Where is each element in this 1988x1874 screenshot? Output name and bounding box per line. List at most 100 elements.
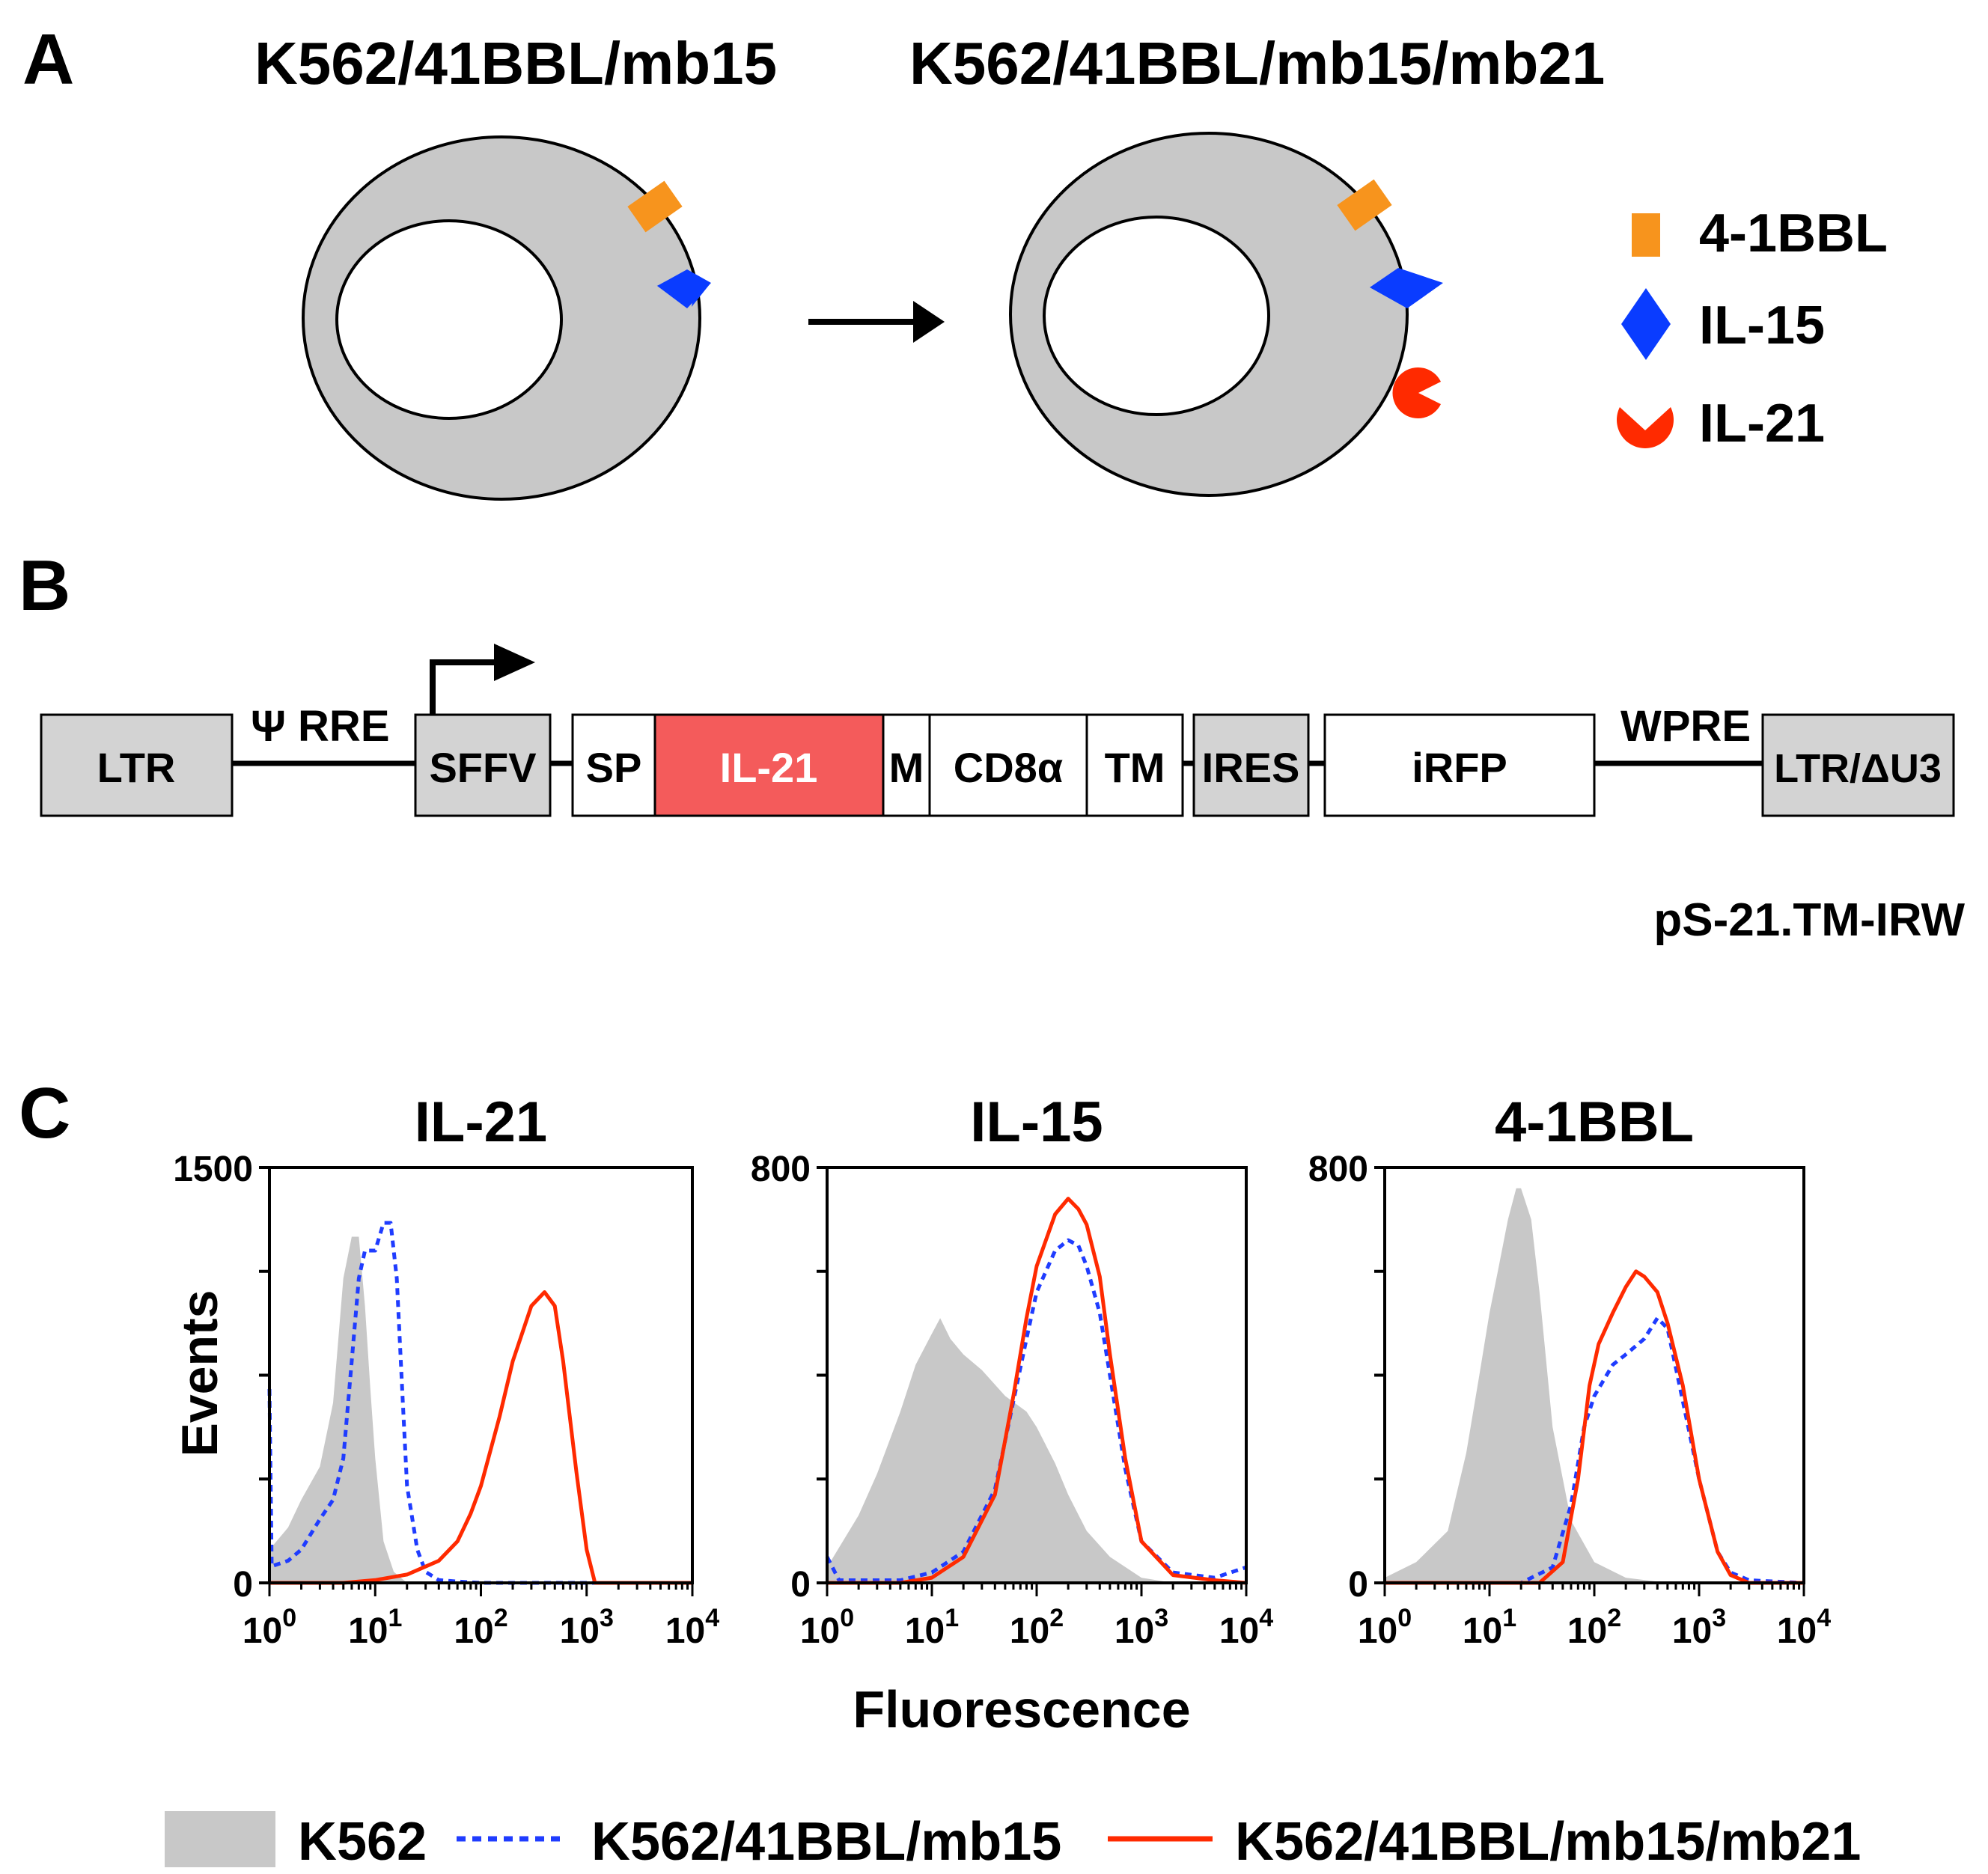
- legend-il-21-icon: [1617, 407, 1674, 448]
- element-box: [653, 713, 885, 817]
- construct-name: pS-21.TM-IRW: [1653, 894, 1965, 946]
- chart-il-15: IL-15 0 800 100 101 102 103 104: [751, 1090, 1273, 1651]
- x-tick-label: 102: [1567, 1604, 1621, 1651]
- psi-rre-label: Ψ RRE: [251, 702, 390, 751]
- x-tick-label: 101: [1463, 1604, 1516, 1651]
- histogram-charts: IL-21 0 1500 100 101 102 103 104 IL-15 0 800 100 101…: [173, 1090, 1831, 1651]
- x-tick-label: 102: [1010, 1604, 1064, 1651]
- cell-nucleus: [335, 219, 563, 420]
- series-k562-41bbl-mb15-mb21: [827, 1197, 1247, 1585]
- element-box: [1192, 713, 1310, 817]
- series-k562: [1385, 1188, 1804, 1583]
- y-tick-label: 1500: [173, 1150, 253, 1189]
- series-k562: [827, 1318, 1246, 1583]
- element-sffv: SFFV: [414, 713, 552, 817]
- element-box: [1323, 713, 1596, 817]
- element-label: IL-21: [720, 744, 818, 791]
- il-15-marker-icon: [1370, 268, 1443, 308]
- cell-left: [302, 135, 711, 501]
- element-box: [928, 713, 1088, 817]
- legend-mb21-label: K562/41BBL/mb15/mb21: [1235, 1812, 1861, 1872]
- panel-c-letter: C: [19, 1073, 70, 1153]
- il-21-marker-icon: [1392, 367, 1441, 418]
- 4-1bbl-marker-icon: [627, 180, 683, 233]
- right-cell-title: K562/41BBL/mb15/mb21: [909, 30, 1605, 97]
- element-label: SFFV: [429, 744, 536, 791]
- x-tick-label: 103: [1115, 1604, 1168, 1651]
- chart-title: 4-1BBL: [1495, 1090, 1694, 1154]
- promoter-arrowhead-icon: [494, 644, 535, 681]
- series-k562-41bbl-mb15: [1385, 1316, 1805, 1585]
- element-label: TM: [1105, 744, 1165, 791]
- element-label: CD8α: [954, 744, 1063, 791]
- element-m: M: [882, 713, 931, 817]
- legend-il-15-label: IL-15: [1699, 296, 1825, 355]
- series-k562-41bbl-mb15-mb21: [1385, 1269, 1804, 1585]
- x-tick-label: 103: [1672, 1604, 1726, 1651]
- legend-k562-swatch: [165, 1811, 275, 1867]
- y-tick-label: 800: [1308, 1150, 1368, 1189]
- y-tick-label: 0: [1348, 1565, 1368, 1605]
- element-label: LTR/ΔU3: [1774, 746, 1942, 791]
- x-tick-label: 104: [1219, 1604, 1273, 1651]
- x-tick-label: 100: [1358, 1604, 1412, 1651]
- series-k562: [269, 1236, 407, 1583]
- x-tick-label: 104: [1777, 1604, 1831, 1651]
- 4-1bbl-marker-icon: [1337, 179, 1392, 231]
- y-tick-label: 800: [751, 1150, 811, 1189]
- chart-4-1bbl: 4-1BBL 0 800 100 101 102 103 104: [1308, 1090, 1831, 1651]
- element-label: iRFP: [1412, 744, 1507, 791]
- il-15-marker-fill: [657, 269, 711, 308]
- x-tick-label: 101: [348, 1604, 402, 1651]
- element-sp: SP: [571, 713, 656, 817]
- x-tick-label: 101: [905, 1604, 959, 1651]
- legend-4-1bbl-label: 4-1BBL: [1699, 204, 1888, 263]
- panel-a-letter: A: [22, 19, 74, 100]
- chart-title: IL-15: [970, 1090, 1103, 1154]
- y-tick-label: 0: [790, 1565, 811, 1605]
- element-box: [571, 713, 656, 817]
- element-cd8a: CD8α: [928, 713, 1088, 817]
- element-label: IRES: [1202, 744, 1300, 791]
- element-box: [40, 713, 234, 817]
- legend-k562-label: K562: [298, 1812, 427, 1872]
- x-tick-label: 100: [243, 1604, 296, 1651]
- panel-c-legend: K562 K562/41BBL/mb15 K562/41BBL/mb15/mb2…: [165, 1811, 1861, 1872]
- promoter-arrow-icon: [430, 659, 509, 715]
- wpre-label: WPRE: [1620, 702, 1751, 751]
- element-ires: IRES: [1192, 713, 1310, 817]
- cell-nucleus: [1043, 216, 1270, 416]
- element-il-21: IL-21: [653, 713, 885, 817]
- element-tm: TM: [1085, 713, 1184, 817]
- series-k562-41bbl-mb15-mb21: [269, 1290, 692, 1585]
- x-tick-label: 103: [560, 1604, 614, 1651]
- y-tick-label: 0: [233, 1565, 253, 1605]
- legend-il-15-icon: [1621, 288, 1671, 360]
- element-box: [414, 713, 552, 817]
- x-tick-label: 100: [800, 1604, 854, 1651]
- element-label: SP: [586, 744, 642, 791]
- element-box: [1761, 713, 1955, 817]
- element-label: M: [889, 744, 924, 791]
- legend-mb15-label: K562/41BBL/mb15: [591, 1812, 1061, 1872]
- element-box: [1085, 713, 1184, 817]
- vector-construct: Ψ RRE WPRE LTR SFFV SP IL-21 M CD8α TM: [40, 644, 1965, 946]
- arrow-head-icon: [913, 301, 945, 343]
- element-label: LTR: [97, 744, 176, 791]
- y-axis-label: Events: [171, 1290, 228, 1457]
- x-tick-label: 104: [665, 1604, 719, 1651]
- legend-il-21-label: IL-21: [1699, 394, 1825, 454]
- element-ltr-du3: LTR/ΔU3: [1761, 713, 1955, 817]
- cell-right: [1009, 132, 1443, 497]
- element-ltr: LTR: [40, 713, 234, 817]
- x-tick-label: 102: [454, 1604, 507, 1651]
- left-cell-title: K562/41BBL/mb15: [254, 30, 777, 97]
- element-irfp: iRFP: [1323, 713, 1596, 817]
- plot-frame: [1383, 1166, 1805, 1584]
- panel-a-legend: 4-1BBL IL-15 IL-21: [1617, 204, 1888, 454]
- chart-title: IL-21: [415, 1090, 547, 1154]
- chart-il-21: IL-21 0 1500 100 101 102 103 104: [173, 1090, 719, 1651]
- x-axis-label: Fluorescence: [853, 1680, 1190, 1739]
- panel-b-letter: B: [19, 546, 70, 626]
